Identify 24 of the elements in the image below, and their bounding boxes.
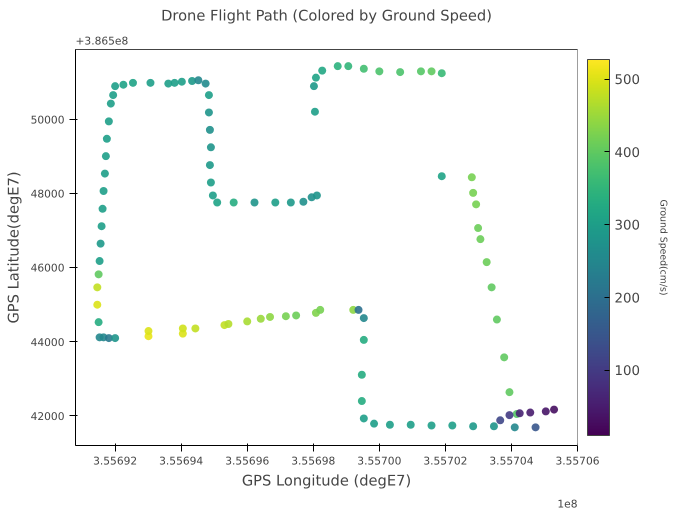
x-tick-label: 3.55702	[423, 454, 468, 468]
x-tick-label: 3.55694	[159, 454, 204, 468]
color-bar-title: Ground Speed(cm/s)	[658, 199, 668, 296]
y-tick-label: 48000	[30, 188, 65, 201]
color-bar-label: 500	[614, 73, 640, 88]
x-tick-label: 3.55692	[93, 454, 138, 468]
text: 1e8	[557, 498, 578, 510]
x-tick-label: 3.55696	[225, 454, 270, 468]
x-axis-title: GPS Longitude (degE7)	[242, 472, 412, 490]
y-tick-label: 46000	[30, 262, 65, 275]
y-tick-label: 42000	[30, 410, 65, 423]
x-tick-label: 3.55698	[291, 454, 336, 468]
y-tick-label: 44000	[30, 336, 65, 349]
x-tick-label: 3.55700	[357, 454, 402, 468]
color-bar-label: 300	[614, 218, 640, 234]
color-bar-label: 100	[614, 364, 640, 380]
x-tick-label: 3.55704	[489, 454, 534, 468]
color-bar-label: 400	[614, 146, 640, 161]
x-tick-label: 3.55706	[555, 454, 600, 468]
color-bar-label: 200	[614, 291, 640, 306]
y-tick-label: 50000	[30, 114, 65, 127]
text: +3.865e8	[76, 34, 128, 48]
y-axis-title: GPS Latitude(degE7)	[6, 171, 23, 324]
chart-title: Drone Flight Path (Colored by Ground Speed)	[161, 8, 492, 24]
